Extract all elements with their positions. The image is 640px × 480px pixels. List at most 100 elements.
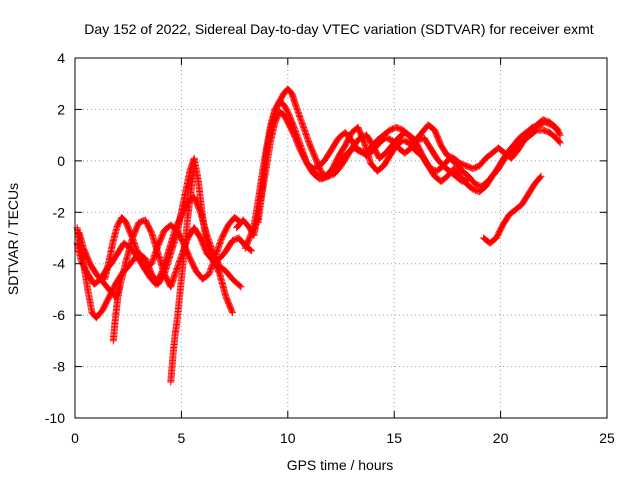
data-point bbox=[99, 278, 112, 292]
data-point bbox=[324, 166, 338, 180]
data-point bbox=[458, 167, 472, 179]
data-point bbox=[205, 253, 219, 278]
data-point bbox=[197, 208, 211, 238]
data-point bbox=[437, 173, 450, 185]
data-point bbox=[218, 222, 232, 242]
x-axis-label: GPS time / hours bbox=[287, 457, 394, 473]
data-point bbox=[546, 118, 559, 131]
data-point bbox=[199, 271, 212, 283]
data-point bbox=[190, 165, 198, 173]
data-point bbox=[463, 180, 476, 192]
data-point bbox=[531, 173, 544, 188]
series-trace-6 bbox=[167, 165, 198, 386]
data-point bbox=[537, 172, 545, 180]
data-point bbox=[229, 309, 236, 317]
data-point bbox=[388, 136, 401, 151]
data-point bbox=[439, 162, 452, 174]
y-tick-label: 0 bbox=[57, 153, 65, 169]
data-point bbox=[75, 229, 87, 251]
data-point bbox=[203, 231, 217, 256]
data-point bbox=[363, 147, 376, 160]
x-tick-label: 25 bbox=[599, 430, 615, 446]
data-point bbox=[171, 318, 181, 340]
data-point bbox=[254, 189, 266, 227]
data-point bbox=[297, 147, 310, 166]
data-point bbox=[73, 239, 85, 264]
data-point bbox=[492, 222, 506, 242]
data-point bbox=[518, 191, 532, 209]
data-point bbox=[216, 262, 229, 275]
y-axis-label: SDTVAR / TECUs bbox=[5, 183, 21, 295]
y-tick-label: -10 bbox=[45, 410, 65, 426]
data-point bbox=[288, 90, 300, 110]
data-point bbox=[169, 333, 179, 360]
data-point bbox=[426, 144, 440, 161]
data-point bbox=[373, 132, 386, 144]
data-point bbox=[399, 136, 412, 146]
data-point bbox=[290, 131, 304, 153]
data-point bbox=[190, 193, 204, 215]
data-point bbox=[167, 271, 179, 291]
data-point bbox=[284, 85, 295, 97]
data-point bbox=[154, 249, 168, 277]
data-point bbox=[292, 103, 306, 127]
series-trace-10 bbox=[305, 134, 473, 185]
data-point bbox=[118, 213, 129, 225]
data-point bbox=[229, 275, 244, 290]
series-trace-9 bbox=[254, 108, 564, 227]
data-point bbox=[92, 307, 106, 322]
x-tick-label: 20 bbox=[493, 430, 509, 446]
data-point bbox=[546, 129, 559, 141]
data-point bbox=[248, 247, 256, 255]
data-point bbox=[437, 141, 451, 159]
data-point bbox=[526, 122, 540, 137]
tick-marks bbox=[74, 57, 608, 419]
series-trace-5 bbox=[109, 283, 124, 345]
data-point bbox=[284, 118, 297, 138]
data-point bbox=[431, 126, 444, 148]
data-point bbox=[512, 201, 525, 214]
data-point bbox=[495, 155, 508, 173]
data-point bbox=[122, 219, 136, 241]
data-point bbox=[237, 283, 245, 291]
data-point bbox=[552, 123, 563, 138]
data-point bbox=[186, 255, 200, 274]
data-point bbox=[84, 285, 96, 315]
data-point bbox=[552, 134, 563, 146]
data-point bbox=[167, 221, 180, 233]
series-trace-11 bbox=[480, 172, 545, 247]
data-point bbox=[141, 216, 155, 236]
data-point bbox=[337, 150, 350, 165]
data-point bbox=[77, 257, 91, 277]
data-point bbox=[222, 267, 236, 282]
data-point bbox=[475, 155, 489, 170]
data-point bbox=[216, 270, 230, 300]
data-point bbox=[446, 167, 459, 179]
y-tick-label: -4 bbox=[53, 256, 66, 272]
data-point bbox=[305, 139, 319, 161]
data-point bbox=[197, 234, 210, 256]
data-point bbox=[401, 145, 414, 157]
y-tick-label: 4 bbox=[57, 50, 65, 66]
data-point bbox=[316, 155, 329, 170]
data-point bbox=[80, 244, 93, 266]
data-point bbox=[495, 144, 508, 156]
data-point bbox=[280, 100, 291, 115]
data-point bbox=[211, 235, 225, 260]
data-point bbox=[305, 162, 319, 177]
data-point bbox=[507, 148, 521, 162]
y-tick-label: -6 bbox=[53, 307, 66, 323]
data-point bbox=[135, 252, 149, 272]
data-point bbox=[280, 111, 291, 125]
data-point bbox=[556, 131, 564, 139]
data-point bbox=[329, 135, 342, 152]
y-tick-label: -8 bbox=[53, 359, 66, 375]
data-point bbox=[420, 134, 434, 151]
data-point bbox=[380, 127, 393, 139]
data-point bbox=[335, 143, 348, 160]
data-point bbox=[475, 183, 489, 196]
data-point bbox=[275, 98, 286, 108]
data-point bbox=[424, 162, 438, 179]
data-point bbox=[412, 147, 425, 159]
